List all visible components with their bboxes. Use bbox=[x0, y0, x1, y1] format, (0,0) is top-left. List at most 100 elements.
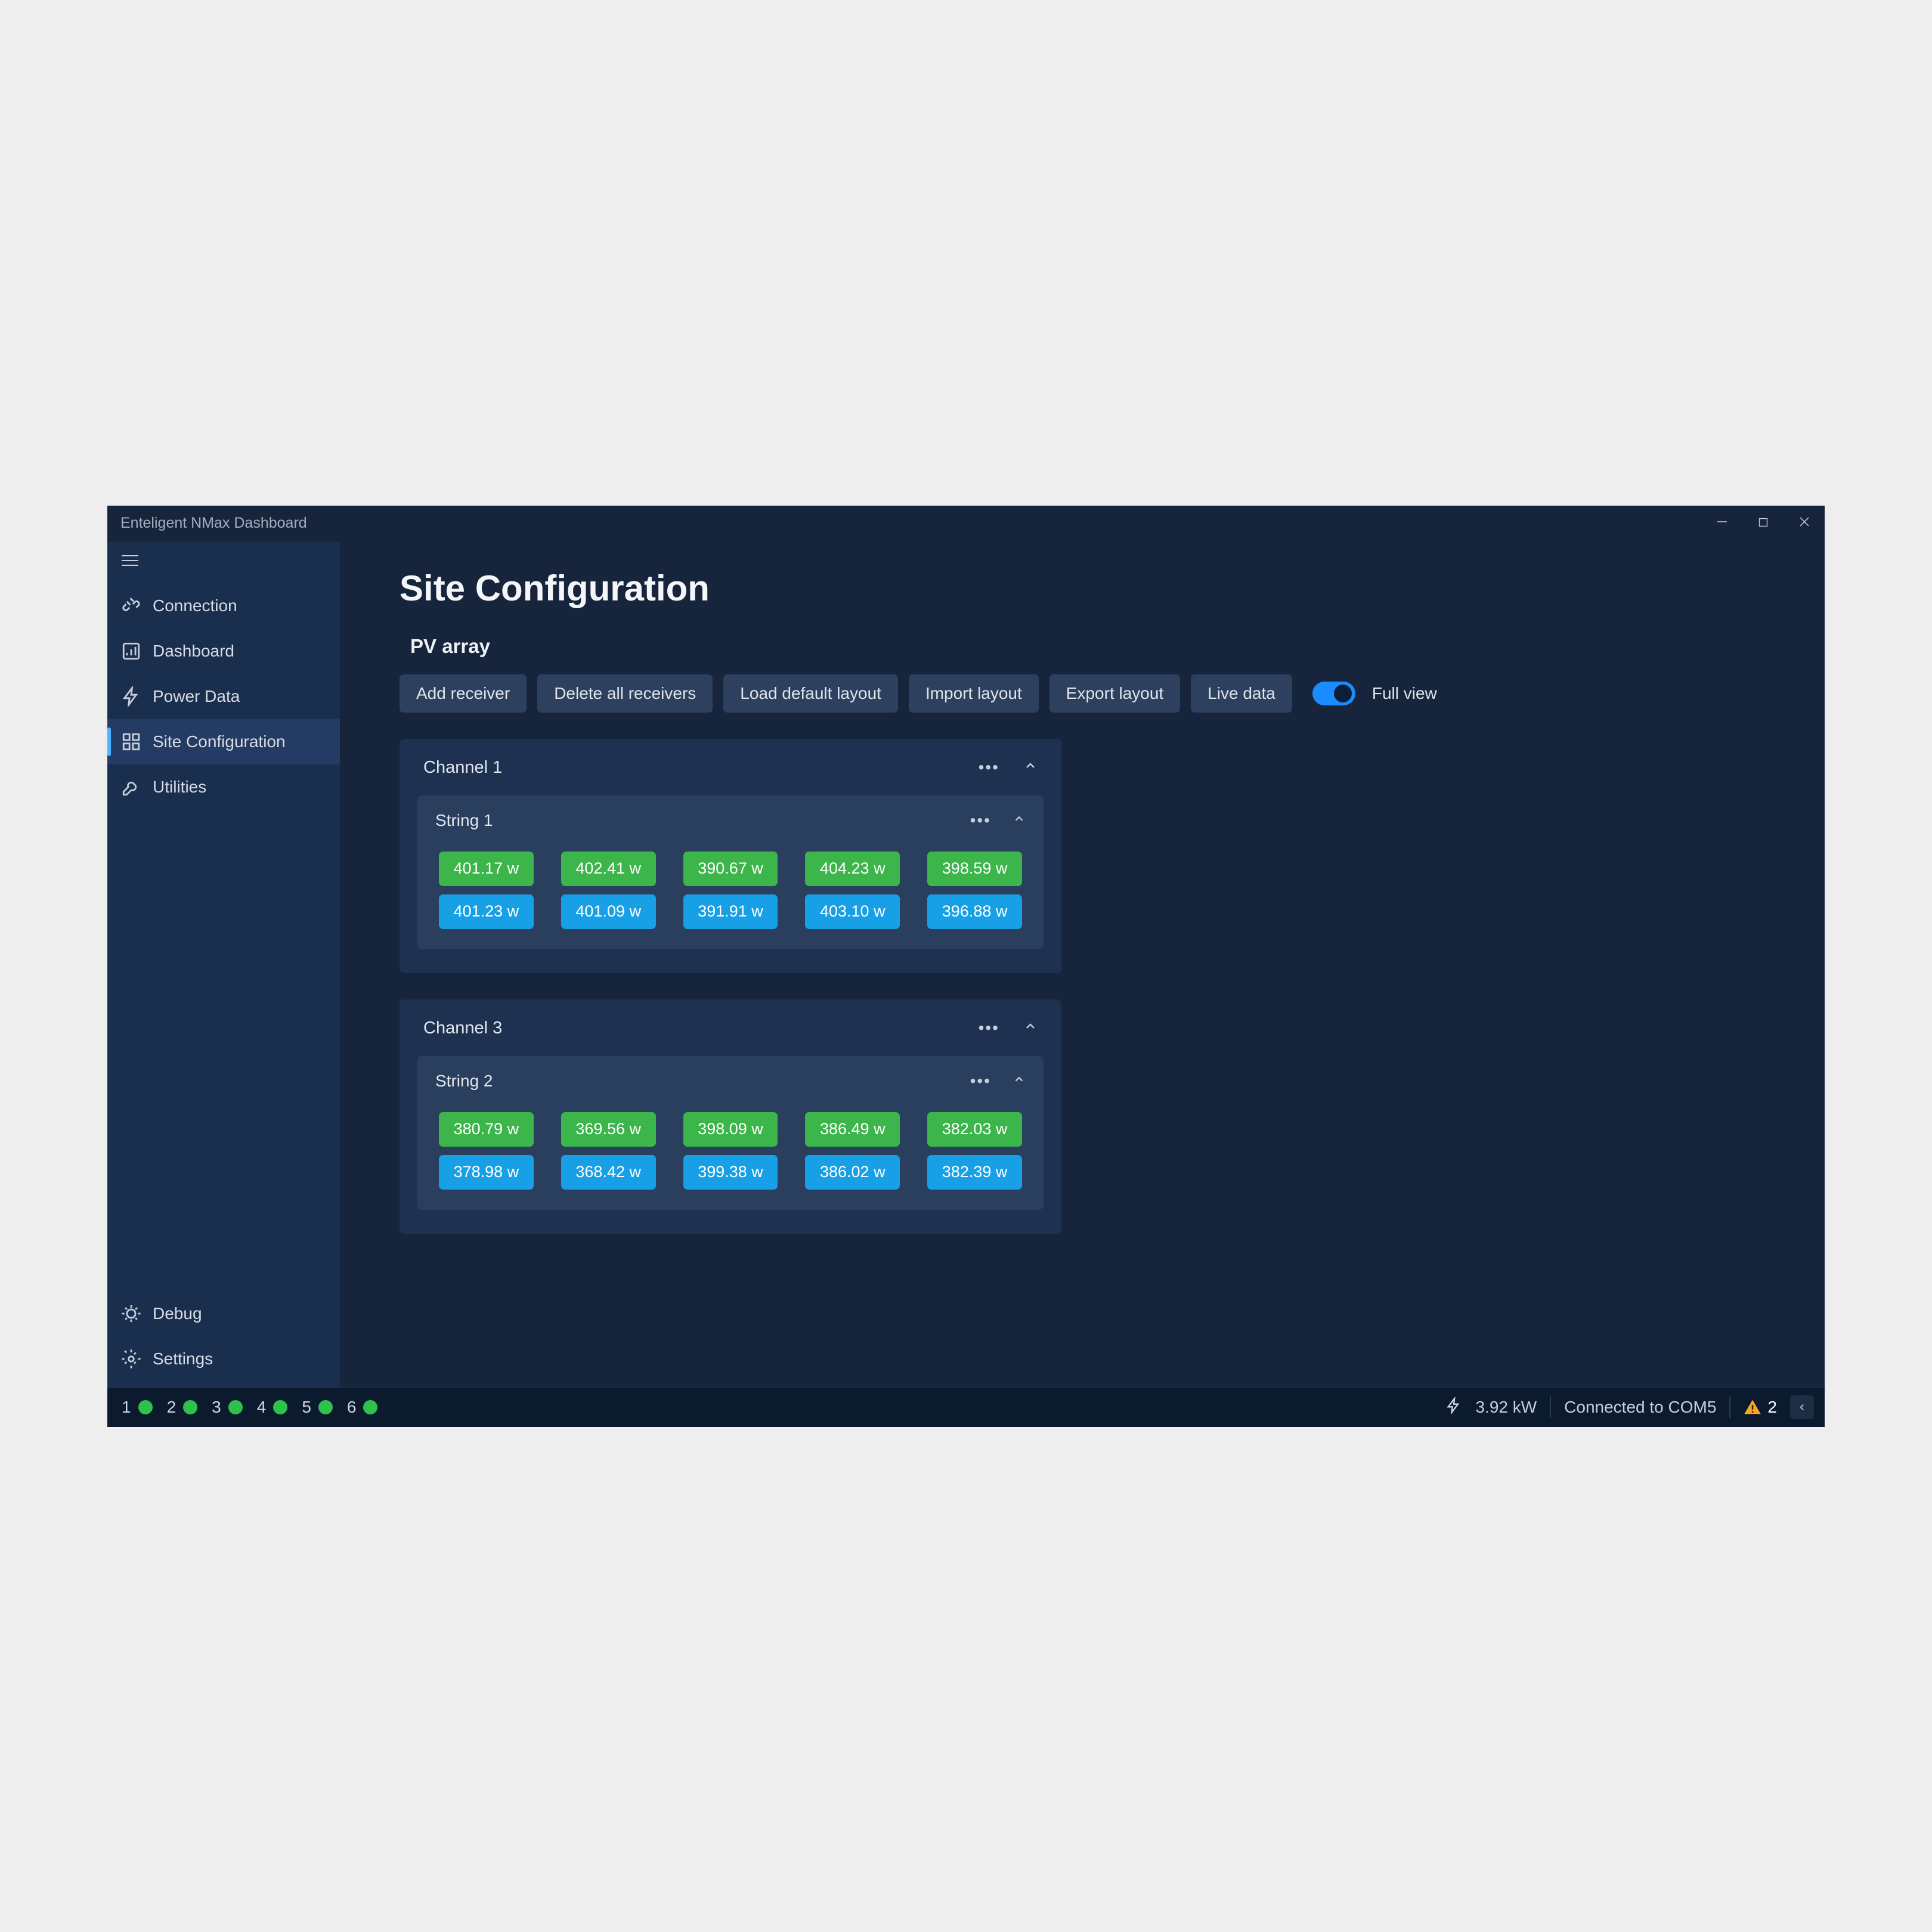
bolt-icon bbox=[1445, 1397, 1462, 1418]
sidebar-bottom: Debug Settings bbox=[107, 1291, 340, 1388]
module-tile[interactable]: 369.56 w bbox=[561, 1112, 656, 1147]
indicator-number: 5 bbox=[302, 1398, 311, 1417]
status-separator bbox=[1550, 1397, 1551, 1418]
window-title: Enteligent NMax Dashboard bbox=[120, 515, 307, 532]
channel-card: Channel 1 ••• String 1 ••• 401.17 w 402.4… bbox=[400, 739, 1061, 973]
channel-title: Channel 1 bbox=[423, 758, 502, 778]
status-power: 3.92 kW bbox=[1475, 1398, 1537, 1417]
status-indicators: 123456 bbox=[118, 1398, 382, 1417]
module-tile[interactable]: 380.79 w bbox=[439, 1112, 534, 1147]
warning-count: 2 bbox=[1767, 1398, 1777, 1417]
status-dot-icon bbox=[183, 1400, 197, 1414]
string-title: String 1 bbox=[435, 811, 493, 830]
more-icon[interactable]: ••• bbox=[979, 758, 999, 777]
delete-all-receivers-button[interactable]: Delete all receivers bbox=[537, 674, 713, 713]
import-layout-button[interactable]: Import layout bbox=[909, 674, 1039, 713]
sidebar-item-label: Settings bbox=[153, 1349, 213, 1368]
module-row: 380.79 w 369.56 w 398.09 w 386.49 w 382.03 w bbox=[439, 1112, 1022, 1147]
collapse-icon[interactable] bbox=[1013, 1073, 1026, 1089]
section-heading: PV array bbox=[410, 635, 1765, 658]
module-tile[interactable]: 401.23 w bbox=[439, 894, 534, 929]
sidebar-item-label: Power Data bbox=[153, 687, 240, 706]
window-controls bbox=[1715, 515, 1812, 532]
string-title: String 2 bbox=[435, 1072, 493, 1091]
add-receiver-button[interactable]: Add receiver bbox=[400, 674, 527, 713]
indicator-number: 1 bbox=[122, 1398, 131, 1417]
minimize-button[interactable] bbox=[1715, 515, 1729, 532]
channel-header: Channel 3 ••• bbox=[400, 999, 1061, 1056]
collapse-icon[interactable] bbox=[1023, 758, 1038, 776]
string-actions: ••• bbox=[970, 1072, 1026, 1091]
live-data-button[interactable]: Live data bbox=[1191, 674, 1292, 713]
module-tile[interactable]: 382.03 w bbox=[927, 1112, 1022, 1147]
status-right: 3.92 kW Connected to COM5 2 bbox=[1445, 1395, 1814, 1419]
module-tile[interactable]: 403.10 w bbox=[805, 894, 900, 929]
indicator-number: 3 bbox=[212, 1398, 221, 1417]
channel-title: Channel 3 bbox=[423, 1018, 502, 1038]
module-tile[interactable]: 378.98 w bbox=[439, 1155, 534, 1190]
module-tile[interactable]: 382.39 w bbox=[927, 1155, 1022, 1190]
module-tile[interactable]: 401.17 w bbox=[439, 852, 534, 886]
warning-badge[interactable]: 2 bbox=[1744, 1398, 1777, 1417]
app-window: Enteligent NMax Dashboard Connection bbox=[107, 506, 1825, 1427]
load-default-layout-button[interactable]: Load default layout bbox=[723, 674, 898, 713]
chart-icon bbox=[120, 640, 142, 662]
module-row: 401.23 w 401.09 w 391.91 w 403.10 w 396.88 w bbox=[439, 894, 1022, 929]
module-tile[interactable]: 386.02 w bbox=[805, 1155, 900, 1190]
status-dot-icon bbox=[318, 1400, 333, 1414]
status-dot-icon bbox=[363, 1400, 377, 1414]
collapse-icon[interactable] bbox=[1023, 1019, 1038, 1037]
channel-header: Channel 1 ••• bbox=[400, 739, 1061, 795]
module-tile[interactable]: 402.41 w bbox=[561, 852, 656, 886]
sidebar-item-settings[interactable]: Settings bbox=[107, 1336, 340, 1382]
wrench-icon bbox=[120, 776, 142, 798]
channel-actions: ••• bbox=[979, 758, 1038, 777]
sidebar-nav: Connection Dashboard Power Data Site Con… bbox=[107, 583, 340, 1291]
modules-grid: 380.79 w 369.56 w 398.09 w 386.49 w 382.03 w… bbox=[417, 1106, 1044, 1190]
indicator-number: 6 bbox=[347, 1398, 357, 1417]
module-tile[interactable]: 391.91 w bbox=[683, 894, 778, 929]
sidebar-item-connection[interactable]: Connection bbox=[107, 583, 340, 628]
module-tile[interactable]: 390.67 w bbox=[683, 852, 778, 886]
export-layout-button[interactable]: Export layout bbox=[1049, 674, 1180, 713]
module-tile[interactable]: 386.49 w bbox=[805, 1112, 900, 1147]
sidebar-item-label: Debug bbox=[153, 1304, 202, 1323]
main-content: Site Configuration PV array Add receiver… bbox=[340, 541, 1825, 1388]
module-tile[interactable]: 368.42 w bbox=[561, 1155, 656, 1190]
module-tile[interactable]: 396.88 w bbox=[927, 894, 1022, 929]
sidebar-item-utilities[interactable]: Utilities bbox=[107, 764, 340, 810]
module-tile[interactable]: 399.38 w bbox=[683, 1155, 778, 1190]
sidebar-item-dashboard[interactable]: Dashboard bbox=[107, 628, 340, 674]
bug-icon bbox=[120, 1303, 142, 1324]
indicator-number: 2 bbox=[167, 1398, 177, 1417]
collapse-icon[interactable] bbox=[1013, 812, 1026, 829]
hamburger-button[interactable] bbox=[107, 547, 340, 583]
sidebar-item-site-configuration[interactable]: Site Configuration bbox=[107, 719, 340, 764]
modules-grid: 401.17 w 402.41 w 390.67 w 404.23 w 398.59 w… bbox=[417, 846, 1044, 929]
string-header: String 1 ••• bbox=[417, 795, 1044, 846]
full-view-toggle[interactable] bbox=[1312, 682, 1355, 705]
status-expand-button[interactable] bbox=[1790, 1395, 1814, 1419]
warning-icon bbox=[1744, 1398, 1761, 1416]
sidebar-item-label: Utilities bbox=[153, 778, 206, 797]
module-tile[interactable]: 401.09 w bbox=[561, 894, 656, 929]
module-tile[interactable]: 398.09 w bbox=[683, 1112, 778, 1147]
sidebar-item-debug[interactable]: Debug bbox=[107, 1291, 340, 1336]
gear-icon bbox=[120, 1348, 142, 1370]
module-row: 401.17 w 402.41 w 390.67 w 404.23 w 398.59 w bbox=[439, 852, 1022, 886]
maximize-button[interactable] bbox=[1757, 515, 1770, 532]
module-row: 378.98 w 368.42 w 399.38 w 386.02 w 382.39 w bbox=[439, 1155, 1022, 1190]
sidebar: Connection Dashboard Power Data Site Con… bbox=[107, 541, 340, 1388]
layout-icon bbox=[120, 731, 142, 753]
status-separator bbox=[1729, 1397, 1730, 1418]
close-button[interactable] bbox=[1797, 515, 1812, 532]
module-tile[interactable]: 398.59 w bbox=[927, 852, 1022, 886]
string-card: String 1 ••• 401.17 w 402.41 w 390.67 w 404… bbox=[417, 795, 1044, 949]
more-icon[interactable]: ••• bbox=[970, 1072, 991, 1091]
statusbar: 123456 3.92 kW Connected to COM5 2 bbox=[107, 1388, 1825, 1427]
sidebar-item-power-data[interactable]: Power Data bbox=[107, 674, 340, 719]
more-icon[interactable]: ••• bbox=[970, 811, 991, 830]
module-tile[interactable]: 404.23 w bbox=[805, 852, 900, 886]
string-card: String 2 ••• 380.79 w 369.56 w 398.09 w 386… bbox=[417, 1056, 1044, 1210]
more-icon[interactable]: ••• bbox=[979, 1018, 999, 1038]
